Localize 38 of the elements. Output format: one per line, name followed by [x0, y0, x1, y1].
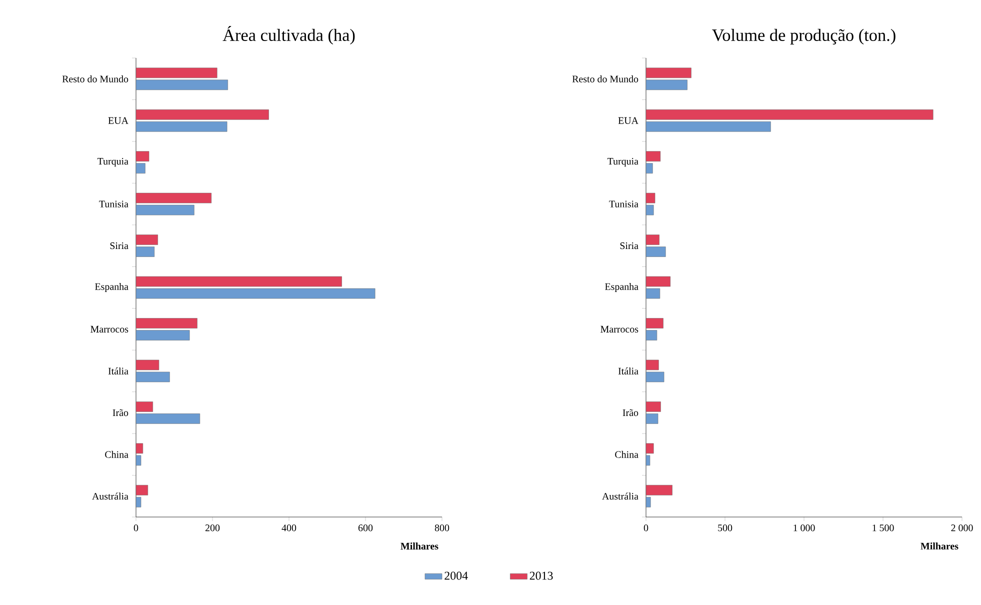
y-tick-label: Resto do Mundo [62, 75, 128, 82]
y-tick-label: China [105, 450, 128, 458]
y-tick-label: Irão [622, 409, 638, 416]
x-tick-label: 2 000 [951, 524, 973, 532]
x-tick-label: 0 [134, 524, 138, 532]
y-tick-label: Austrália [92, 492, 128, 500]
y-tick-label: Siria [110, 242, 128, 250]
y-tick-label: Siria [620, 242, 638, 250]
x-tick-label: 600 [358, 524, 373, 532]
x-tick-label: 500 [718, 524, 732, 532]
y-tick-label: Turquia [97, 158, 128, 167]
x-tick-label: 200 [205, 524, 220, 532]
y-tick-label: Itália [618, 367, 638, 374]
chart-title: Área cultivada (ha) [222, 26, 355, 45]
y-tick-label: Marrocos [90, 326, 128, 333]
y-tick-label: Tunisia [609, 200, 638, 208]
x-tick-label: 800 [434, 524, 450, 532]
y-tick-label: Austrália [602, 492, 638, 500]
x-tick-label: 1 500 [872, 524, 894, 532]
x-axis-title: Milhares [920, 542, 958, 550]
y-tick-label: EUA [618, 117, 638, 124]
y-tick-label: EUA [108, 117, 128, 124]
x-tick-label: 1 000 [794, 524, 815, 532]
x-axis-title: Milhares [400, 542, 438, 550]
x-tick-label: 0 [644, 524, 648, 532]
y-tick-label: Itália [108, 367, 128, 374]
y-tick-label: Espanha [95, 282, 128, 292]
x-tick-label: 400 [282, 524, 296, 532]
chart-title: Volume de produção (ton.) [712, 28, 896, 45]
y-tick-label: China [615, 450, 638, 458]
y-tick-label: Turquia [607, 158, 638, 167]
legend-label: 2013 [530, 572, 553, 580]
y-tick-label: Marrocos [600, 326, 638, 333]
y-tick-label: Resto do Mundo [572, 75, 638, 82]
y-tick-label: Tunisia [99, 200, 128, 208]
y-tick-label: Espanha [605, 282, 638, 292]
legend-label: 2004 [444, 572, 468, 580]
y-tick-label: Irão [112, 409, 128, 416]
